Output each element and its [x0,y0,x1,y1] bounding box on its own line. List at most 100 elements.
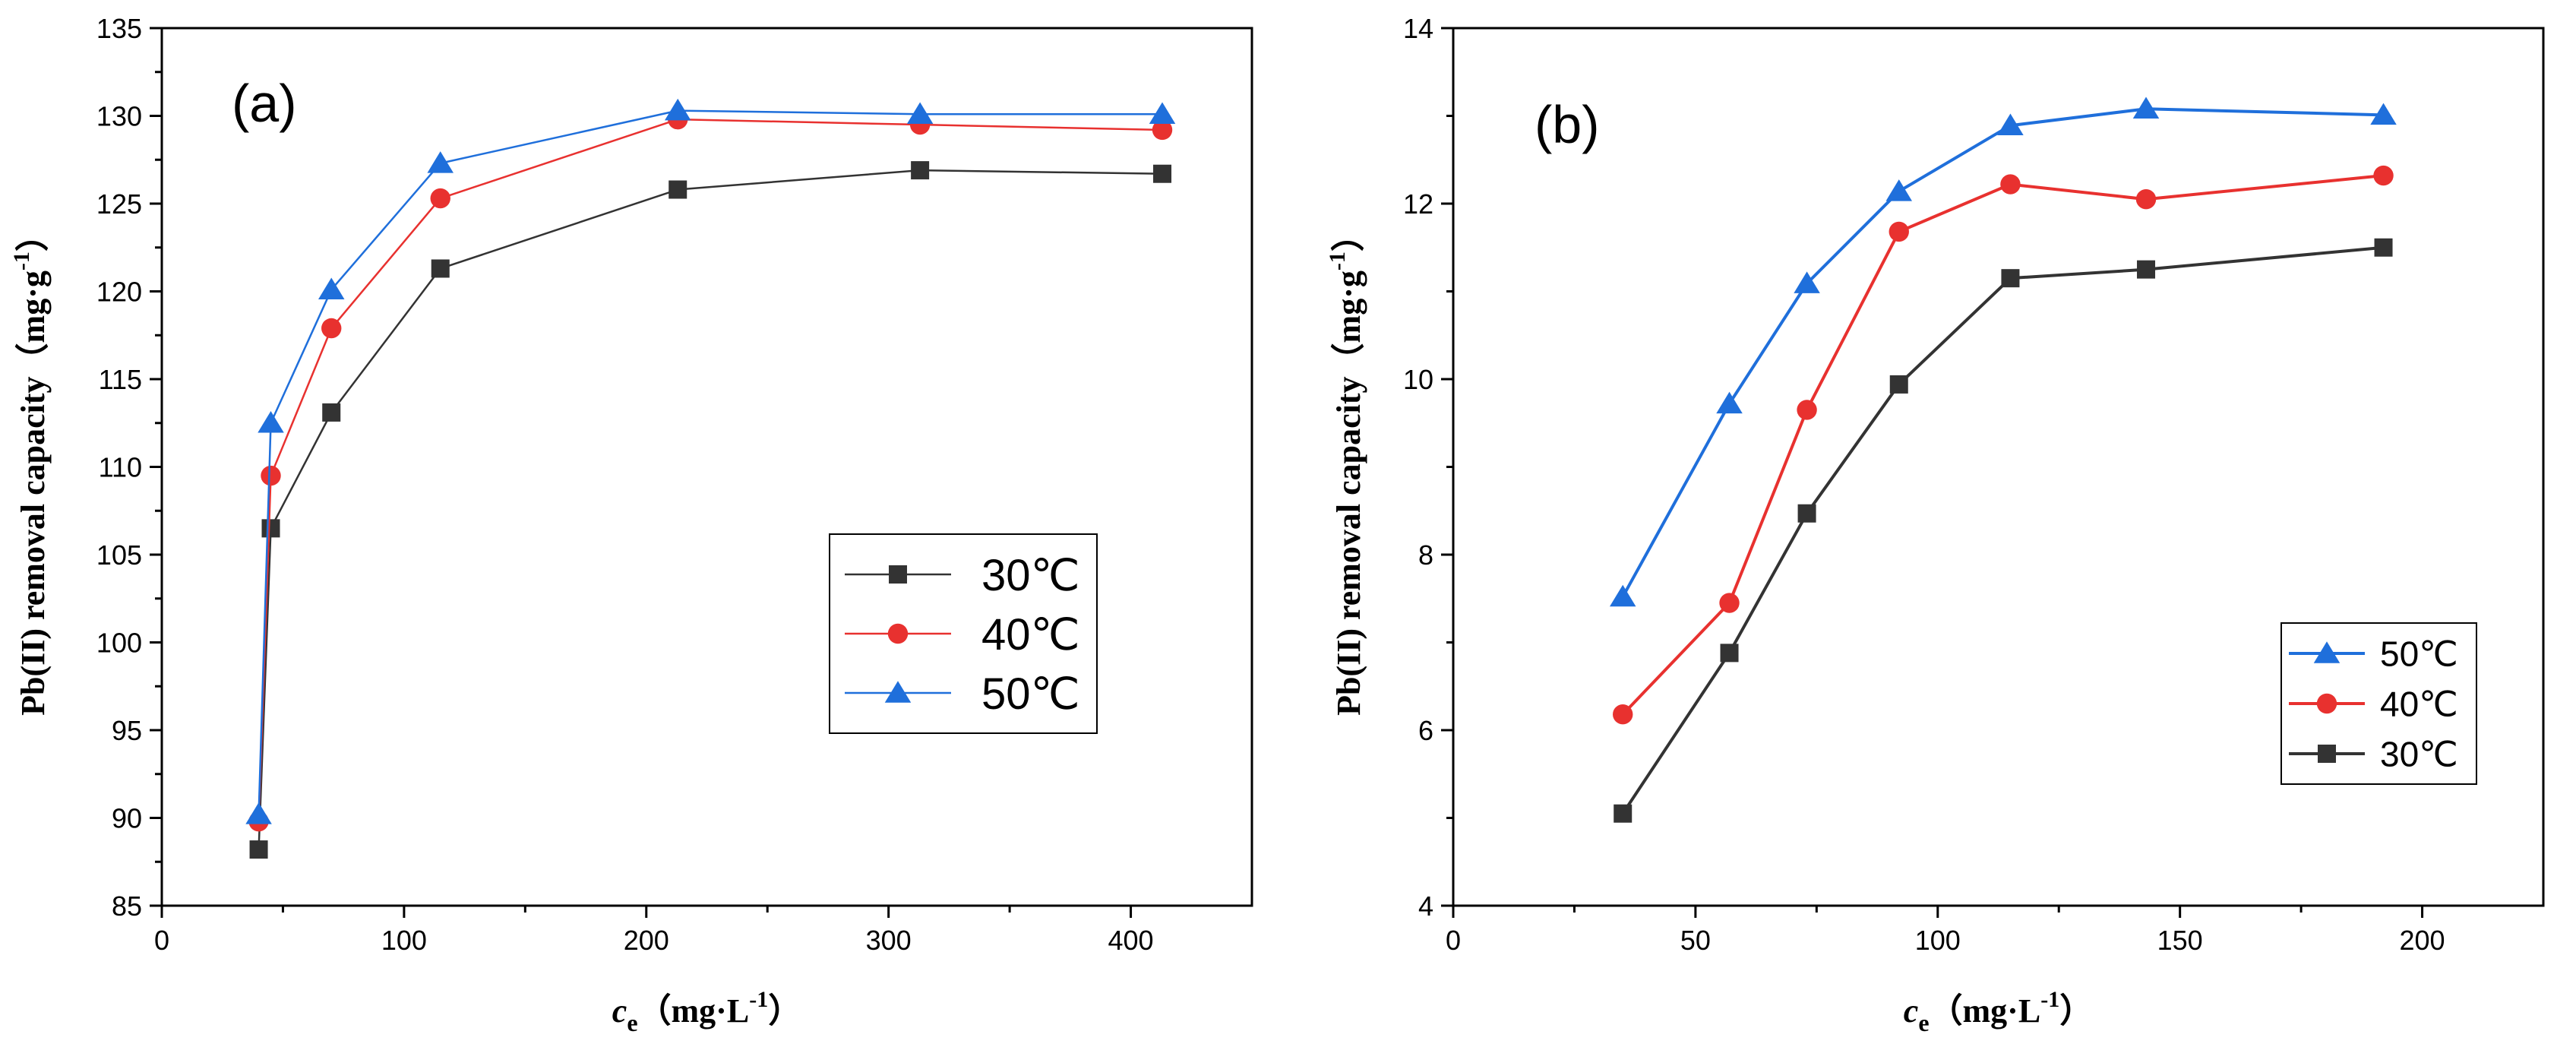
series-50℃ [245,98,1176,824]
data-point [1889,221,1909,242]
series-50℃ [1609,96,2397,607]
data-point [2370,103,2397,125]
data-point [668,180,687,199]
x-tick-label: 0 [154,925,169,956]
data-point [322,403,341,422]
y-axis-label: Pb(II) removal capacity（mg·g-1） [9,218,52,716]
data-point [245,802,272,824]
y-tick-label: 130 [96,101,142,132]
data-point [911,161,930,180]
x-tick-label: 400 [1108,925,1154,956]
x-tick-label: 100 [1915,925,1961,956]
legend-item: 50℃ [845,669,1080,719]
series-line [1621,245,2384,815]
legend-label: 40℃ [2380,685,2458,724]
data-point [1614,804,1633,823]
data-point [2001,269,2020,288]
data-point [1609,584,1636,607]
legend-item: 40℃ [2289,685,2458,724]
series-40℃ [1613,165,2394,725]
legend-item: 50℃ [2289,634,2458,674]
y-tick-label: 110 [99,452,142,483]
data-point [431,259,450,278]
data-point [2374,238,2393,257]
data-point [1152,119,1173,141]
legend-label: 30℃ [981,551,1080,600]
data-point [1797,400,1817,420]
legend-marker [2313,641,2341,663]
legend-marker [2318,745,2336,763]
data-point [258,411,284,433]
data-point [1889,375,1908,394]
y-tick-label: 10 [1403,364,1433,395]
data-point [2373,165,2394,186]
legend: 30℃ 40℃ 50℃ [829,533,1098,734]
data-point [2135,189,2157,210]
x-tick-label: 0 [1446,925,1461,956]
data-point [249,840,268,859]
legend-label: 40℃ [981,610,1080,660]
data-point [906,102,934,124]
data-point [664,98,691,121]
legend-marker [889,565,907,584]
y-tick-label: 12 [1403,188,1433,220]
x-tick-label: 300 [866,925,912,956]
data-point [2132,96,2160,119]
y-tick-label: 90 [112,803,142,834]
data-point [1613,704,1633,725]
legend-item: 40℃ [845,610,1080,660]
data-point [1997,113,2024,135]
y-tick-label: 6 [1418,715,1433,746]
x-tick-label: 200 [624,925,669,956]
y-tick-label: 100 [96,628,142,659]
data-point [261,465,281,486]
y-tick-label: 120 [96,277,142,308]
y-tick-label: 8 [1418,539,1433,571]
y-tick-label: 135 [96,13,142,44]
data-point [1797,504,1816,523]
legend-marker [887,623,909,644]
data-point [1719,593,1740,613]
x-axis-label: ce（mg·L-1） [612,987,801,1036]
chart-panel-a: 0 100 200 300 400 85 90 95 100 105 110 115 120 125 130… [9,13,1253,1036]
series-line [1621,174,2384,716]
legend-item: 30℃ [2289,735,2458,774]
y-axis-label: Pb(II) removal capacity（mg·g-1） [1325,218,1367,716]
data-point [1153,164,1172,183]
data-point [1794,271,1820,293]
data-point [1885,179,1913,201]
data-point [1716,391,1743,414]
legend-marker [884,681,912,703]
x-tick-label: 200 [2400,925,2445,956]
series-30℃ [1614,238,2393,823]
data-point [2137,260,2156,279]
y-tick-label: 125 [96,188,142,220]
panel-label: (b) [1535,95,1600,154]
y-tick-label: 85 [112,890,142,922]
data-point [1149,102,1176,124]
legend: 50℃ 40℃ 30℃ [2280,622,2477,785]
y-tick-label: 4 [1418,890,1433,922]
y-tick-label: 14 [1403,13,1433,44]
y-tick-label: 95 [112,715,142,746]
data-point [318,277,345,299]
x-tick-label: 100 [381,925,427,956]
panel-label: (a) [232,74,297,133]
series-30℃ [249,161,1172,859]
x-tick-label: 50 [1680,925,1711,956]
legend-label: 50℃ [981,669,1080,719]
y-tick-label: 105 [96,539,142,571]
data-point [321,318,342,339]
plot-frame [160,27,1253,907]
y-tick-label: 115 [99,364,142,395]
legend-label: 30℃ [2380,735,2458,774]
data-point [261,519,280,538]
x-tick-label: 150 [2157,925,2203,956]
data-point [430,188,450,209]
data-point [427,151,454,173]
legend-item: 30℃ [845,551,1080,600]
legend-marker [2316,693,2337,714]
data-point [1720,644,1739,663]
data-point [2000,174,2021,195]
